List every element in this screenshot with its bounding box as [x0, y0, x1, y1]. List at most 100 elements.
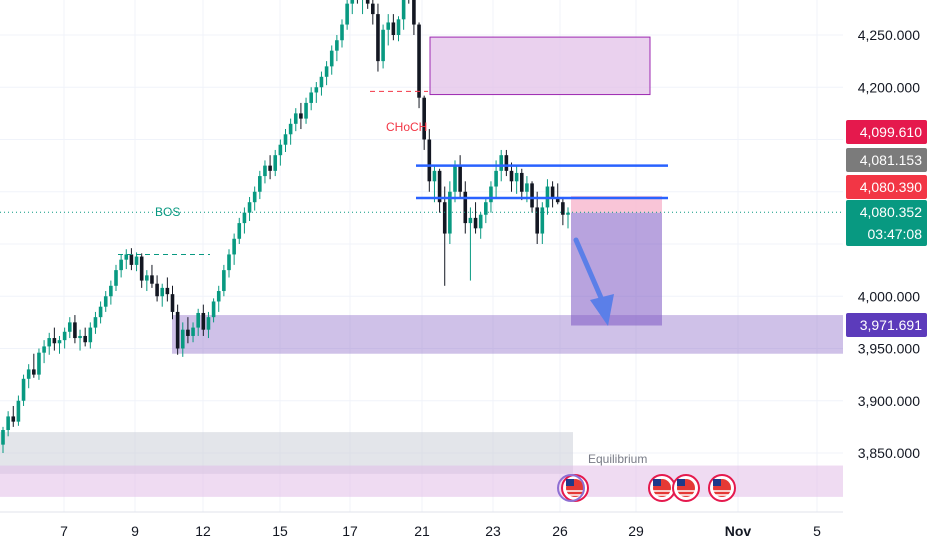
candle — [550, 181, 555, 208]
candle-body — [170, 294, 175, 312]
candle — [478, 212, 483, 239]
candle — [211, 298, 216, 323]
candle — [356, 0, 358, 4]
candle-body — [16, 400, 21, 422]
candle-body — [129, 254, 134, 265]
candle-body — [509, 170, 514, 182]
candle — [350, 0, 355, 15]
candle — [98, 301, 103, 324]
candle-body — [47, 338, 52, 347]
candle-body — [417, 24, 421, 98]
candle-body — [98, 306, 103, 318]
candle — [11, 405, 16, 427]
candle-body — [350, 0, 355, 4]
time-axis[interactable]: 7 9 12 15 17 21 23 26 29 Nov 5 — [60, 523, 821, 539]
candle-body — [258, 176, 262, 192]
candle-body — [114, 270, 118, 286]
demand-zone — [172, 315, 843, 354]
candle-body — [561, 202, 565, 215]
candle-body — [227, 254, 231, 271]
time-tick-label: 17 — [342, 523, 358, 539]
time-axis-background — [0, 512, 932, 550]
candle-body — [83, 335, 87, 343]
candle — [216, 285, 221, 312]
short-position-target-zone — [571, 212, 662, 326]
equilibrium-label: Equilibrium — [588, 452, 647, 466]
candle-body — [309, 92, 313, 103]
supply-zone — [429, 36, 651, 96]
candle-body — [401, 0, 406, 20]
price-tag: 4,080.390 — [846, 175, 927, 199]
choch-label: CHoCH — [386, 120, 427, 134]
candle-body — [386, 22, 391, 30]
price-tag-background — [846, 313, 927, 337]
candle-body — [442, 202, 447, 234]
candle-body — [11, 416, 16, 422]
candle — [242, 207, 247, 234]
candle — [129, 248, 134, 271]
candle — [150, 264, 154, 288]
candle — [448, 181, 452, 244]
candle-body — [525, 183, 529, 192]
bos-label: BOS — [155, 205, 180, 219]
candle-body — [484, 202, 488, 215]
candle — [32, 353, 36, 378]
candle — [21, 374, 26, 406]
candle — [6, 411, 10, 437]
candle — [335, 35, 339, 62]
candle — [519, 168, 524, 201]
candle — [391, 14, 396, 41]
candle-body — [232, 238, 236, 255]
candle — [196, 308, 200, 336]
candle-body — [376, 14, 380, 62]
candle — [396, 16, 401, 42]
candle-body — [550, 186, 555, 197]
candle — [57, 335, 62, 354]
candle — [362, 0, 364, 15]
candle-body — [478, 214, 483, 229]
candle — [175, 304, 180, 355]
price-tick-label: 3,900.000 — [858, 393, 920, 409]
candle — [237, 217, 242, 244]
candle-body — [124, 254, 129, 260]
candle-body — [252, 191, 257, 203]
candle-body — [37, 352, 41, 375]
price-tag: 3,971.691 — [846, 313, 927, 337]
time-tick-label: 5 — [813, 523, 821, 539]
candle — [119, 254, 123, 278]
candle — [93, 311, 98, 334]
candle-body — [519, 172, 524, 192]
candle-body — [134, 256, 139, 265]
candle-body — [489, 186, 493, 203]
candle-body — [391, 22, 396, 35]
time-tick-label: 29 — [628, 523, 644, 539]
event-icon-canton — [677, 479, 685, 486]
candle — [180, 322, 185, 357]
candle — [283, 129, 288, 153]
candle — [37, 348, 41, 380]
candle — [514, 165, 519, 194]
candle-body — [535, 207, 539, 234]
candle — [278, 139, 283, 166]
candle — [442, 186, 447, 286]
price-tag-background — [846, 120, 927, 144]
candle-body — [335, 40, 339, 51]
price-tag: 4,081.153 — [846, 148, 927, 172]
price-tag-text: 4,080.352 — [860, 204, 922, 220]
candle-body — [57, 340, 62, 344]
candle — [42, 340, 46, 364]
candle — [299, 102, 303, 130]
candle-body — [67, 322, 72, 332]
candle-body — [365, 0, 370, 4]
candle-body — [165, 287, 170, 295]
candle — [319, 71, 324, 96]
candle-body — [448, 191, 452, 234]
candle — [408, 0, 410, 4]
short-position-stop-zone — [571, 195, 662, 213]
candle-body — [201, 312, 206, 330]
price-axis[interactable]: 4,250.000 4,200.000 4,000.000 3,950.000 3,90… — [845, 0, 932, 512]
candle-body — [73, 322, 77, 339]
candle-body — [206, 317, 211, 330]
